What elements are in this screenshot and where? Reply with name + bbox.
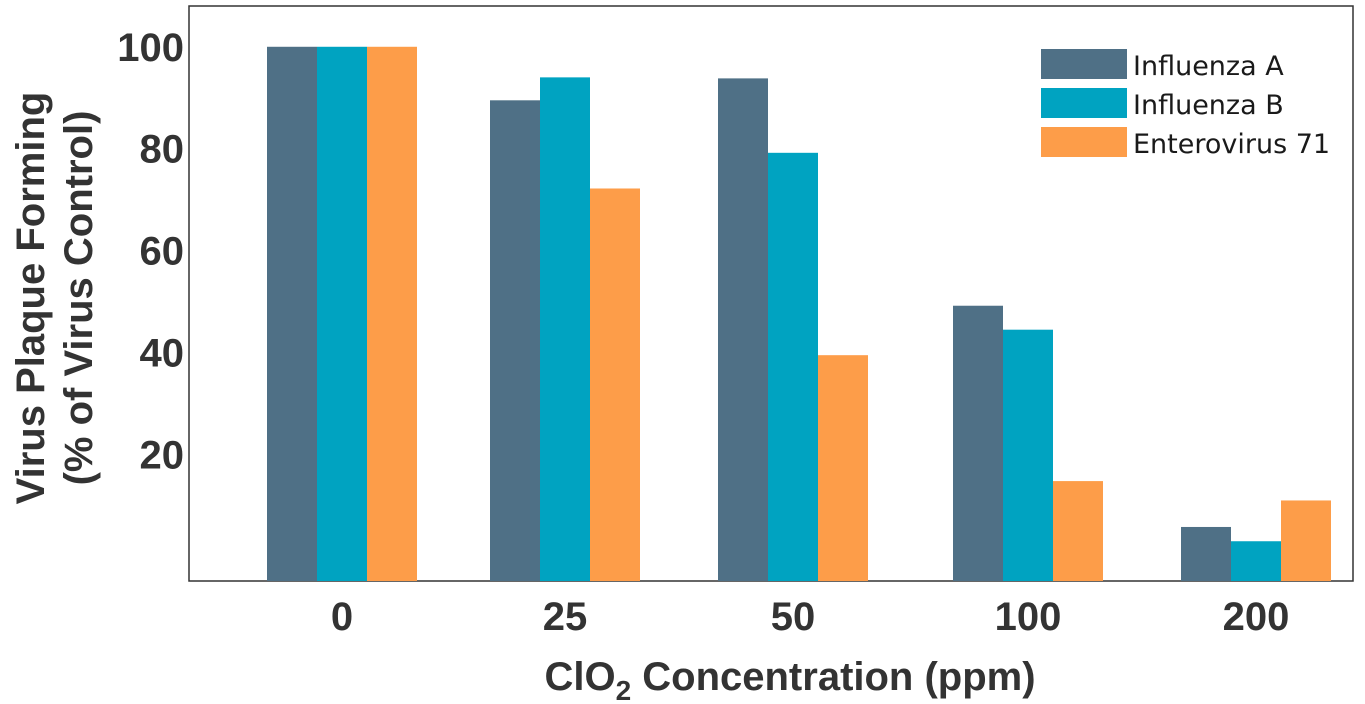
x-axis-title-suffix: Concentration (ppm) bbox=[631, 655, 1035, 699]
bar-influenza-a-50 bbox=[718, 78, 768, 581]
bar-influenza-b-25 bbox=[540, 77, 590, 582]
y-tick-label-100: 100 bbox=[117, 26, 184, 70]
bar-enterovirus-71-100 bbox=[1053, 481, 1103, 581]
x-tick-labels: 0 25 50 100 200 bbox=[331, 595, 1290, 639]
x-axis-title: ClO2 Concentration (ppm) bbox=[544, 655, 1035, 704]
legend-swatch-influenza-a bbox=[1041, 49, 1127, 79]
bar-influenza-a-0 bbox=[267, 46, 317, 581]
x-tick-label-200: 200 bbox=[1223, 595, 1290, 639]
bar-influenza-a-25 bbox=[490, 100, 540, 581]
y-tick-labels: 20 40 60 80 100 bbox=[117, 26, 184, 478]
y-tick-label-60: 60 bbox=[140, 230, 185, 274]
bar-enterovirus-71-0 bbox=[367, 46, 417, 581]
bar-influenza-b-50 bbox=[768, 152, 818, 581]
legend-label-influenza-b: Influenza B bbox=[1133, 90, 1284, 121]
y-tick-label-80: 80 bbox=[140, 128, 185, 172]
y-tick-label-20: 20 bbox=[140, 434, 185, 478]
bar-enterovirus-71-25 bbox=[590, 188, 640, 581]
bar-influenza-b-100 bbox=[1003, 329, 1053, 581]
bar-influenza-a-200 bbox=[1181, 526, 1231, 581]
legend-label-enterovirus-71: Enterovirus 71 bbox=[1133, 129, 1330, 160]
legend-label-influenza-a: Influenza A bbox=[1133, 51, 1284, 82]
bar-influenza-b-0 bbox=[317, 46, 367, 581]
y-tick-label-40: 40 bbox=[140, 332, 185, 376]
y-axis-title-line2: (% of Virus Control) bbox=[57, 111, 101, 486]
legend-swatch-influenza-b bbox=[1041, 88, 1127, 118]
bar-enterovirus-71-200 bbox=[1281, 500, 1331, 581]
legend-swatch-enterovirus-71 bbox=[1041, 127, 1127, 157]
bar-influenza-a-100 bbox=[953, 305, 1003, 581]
x-tick-label-50: 50 bbox=[771, 595, 816, 639]
bar-influenza-b-200 bbox=[1231, 541, 1281, 581]
x-axis-title-subscript: 2 bbox=[616, 675, 632, 704]
x-tick-label-100: 100 bbox=[995, 595, 1062, 639]
bar-enterovirus-71-50 bbox=[818, 355, 868, 581]
x-axis-title-main: ClO bbox=[544, 655, 615, 699]
legend: Influenza A Influenza B Enterovirus 71 bbox=[1041, 49, 1330, 160]
y-axis-title-line1: Virus Plaque Forming bbox=[9, 92, 53, 505]
x-tick-label-25: 25 bbox=[543, 595, 588, 639]
x-tick-label-0: 0 bbox=[331, 595, 353, 639]
bars-group bbox=[267, 46, 1331, 582]
